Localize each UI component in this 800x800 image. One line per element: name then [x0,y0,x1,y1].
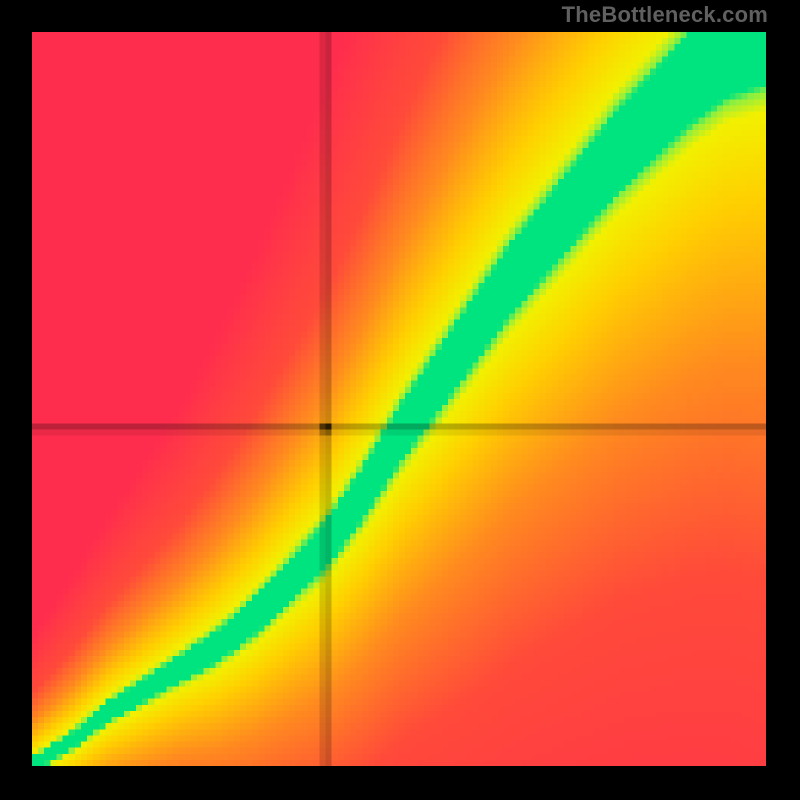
chart-container: { "watermark": { "text": "TheBottleneck.… [0,0,800,800]
watermark-text: TheBottleneck.com [562,2,768,28]
bottleneck-heatmap [32,32,766,766]
